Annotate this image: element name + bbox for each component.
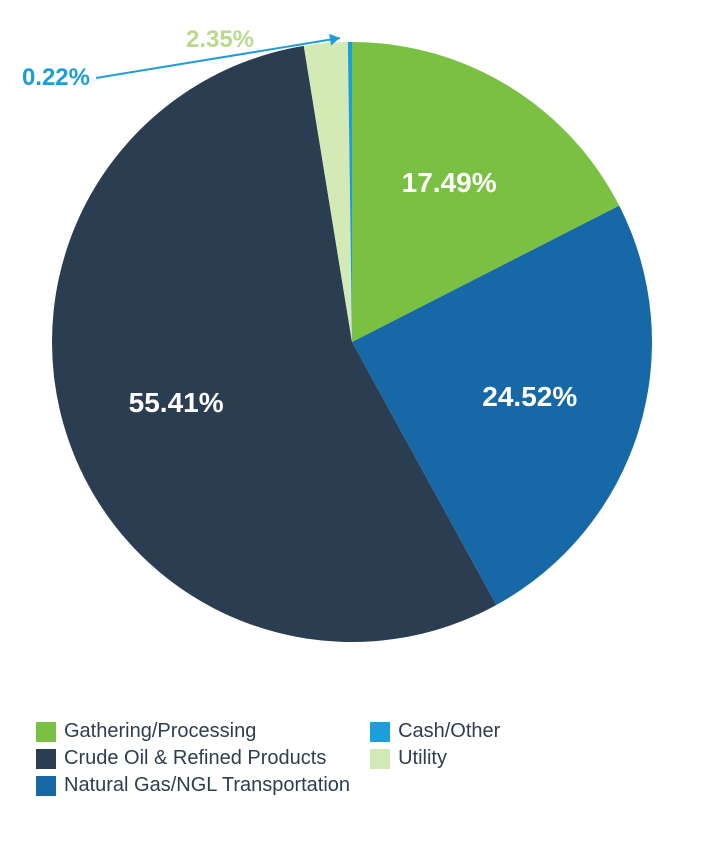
- legend-item-cash-other: Cash/Other: [370, 720, 500, 743]
- legend-column: Cash/Other Utility: [370, 720, 500, 797]
- legend-swatch-cash-other: [370, 722, 390, 742]
- legend-label: Crude Oil & Refined Products: [64, 747, 326, 770]
- legend-item-gathering-processing: Gathering/Processing: [36, 720, 350, 743]
- legend-label: Gathering/Processing: [64, 720, 256, 743]
- legend-column: Gathering/Processing Crude Oil & Refined …: [36, 720, 350, 797]
- legend-item-utility: Utility: [370, 747, 500, 770]
- callout-arrow-cash-other: [0, 0, 728, 700]
- legend-label: Utility: [398, 747, 447, 770]
- legend-swatch-gathering-processing: [36, 722, 56, 742]
- legend-swatch-utility: [370, 749, 390, 769]
- legend-item-natural-gas-ngl: Natural Gas/NGL Transportation: [36, 774, 350, 797]
- legend: Gathering/Processing Crude Oil & Refined …: [36, 720, 500, 797]
- legend-label: Natural Gas/NGL Transportation: [64, 774, 350, 797]
- pie-chart-area: 17.49%24.52%55.41%2.35%0.22%: [0, 0, 728, 700]
- legend-item-crude-oil-refined: Crude Oil & Refined Products: [36, 747, 350, 770]
- legend-label: Cash/Other: [398, 720, 500, 743]
- legend-swatch-natural-gas-ngl: [36, 776, 56, 796]
- legend-swatch-crude-oil-refined: [36, 749, 56, 769]
